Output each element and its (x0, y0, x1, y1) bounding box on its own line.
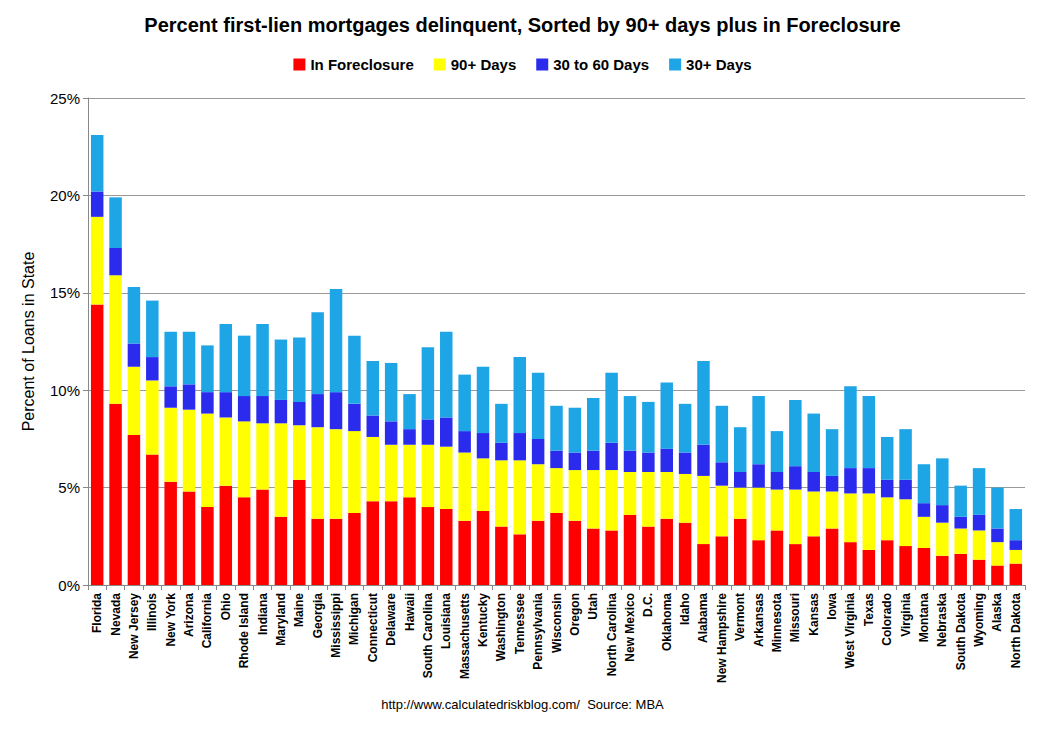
svg-text:Florida: Florida (90, 593, 104, 633)
svg-text:Arkansas: Arkansas (752, 593, 766, 647)
svg-text:Connecticut: Connecticut (366, 593, 380, 662)
svg-text:Michigan: Michigan (347, 593, 361, 645)
svg-text:Ohio: Ohio (219, 593, 233, 620)
svg-text:5%: 5% (58, 479, 80, 496)
svg-text:Virginia: Virginia (899, 593, 913, 637)
svg-text:Colorado: Colorado (880, 593, 894, 646)
svg-text:Rhode Island: Rhode Island (237, 593, 251, 668)
svg-text:Louisiana: Louisiana (439, 593, 453, 649)
svg-text:25%: 25% (50, 90, 80, 107)
svg-text:Washington: Washington (494, 593, 508, 661)
svg-text:Pennsylvania: Pennsylvania (531, 593, 545, 670)
svg-text:Arizona: Arizona (182, 593, 196, 637)
svg-text:New Mexico: New Mexico (623, 593, 637, 662)
svg-text:Alaska: Alaska (990, 593, 1004, 632)
svg-text:http://www.calculatedriskblog.: http://www.calculatedriskblog.com/ Sourc… (381, 697, 664, 712)
svg-text:Nebraska: Nebraska (935, 593, 949, 647)
svg-text:Oklahoma: Oklahoma (660, 593, 674, 651)
svg-text:North Dakota: North Dakota (1009, 593, 1023, 669)
svg-text:Wyoming: Wyoming (972, 593, 986, 647)
svg-text:Tennessee: Tennessee (513, 593, 527, 654)
svg-text:Montana: Montana (917, 593, 931, 643)
svg-text:30+ Days: 30+ Days (686, 56, 751, 73)
svg-text:Minnesota: Minnesota (770, 593, 784, 653)
svg-text:D.C.: D.C. (641, 593, 655, 617)
svg-text:Missouri: Missouri (788, 593, 802, 642)
svg-text:Percent first-lien mortgages d: Percent first-lien mortgages delinquent,… (144, 14, 900, 36)
svg-text:West Virginia: West Virginia (843, 593, 857, 669)
svg-text:Alabama: Alabama (696, 593, 710, 643)
svg-text:Maryland: Maryland (274, 593, 288, 646)
svg-text:Kansas: Kansas (807, 593, 821, 636)
svg-text:California: California (200, 593, 214, 649)
svg-text:New Hampshire: New Hampshire (715, 593, 729, 683)
svg-text:Maine: Maine (292, 593, 306, 627)
svg-text:Utah: Utah (586, 593, 600, 620)
svg-text:10%: 10% (50, 382, 80, 399)
svg-text:Iowa: Iowa (825, 593, 839, 620)
svg-text:Nevada: Nevada (109, 593, 123, 636)
svg-text:New York: New York (164, 593, 178, 647)
svg-text:Hawaii: Hawaii (403, 593, 417, 631)
svg-text:Percent of Loans in State: Percent of Loans in State (20, 252, 37, 432)
svg-text:Massachusetts: Massachusetts (458, 593, 472, 679)
svg-text:90+ Days: 90+ Days (451, 56, 516, 73)
svg-text:Vermont: Vermont (733, 593, 747, 641)
svg-text:Indiana: Indiana (256, 593, 270, 635)
svg-text:New Jersey: New Jersey (127, 593, 141, 659)
svg-text:Illinois: Illinois (145, 593, 159, 631)
svg-text:30 to 60 Days: 30 to 60 Days (553, 56, 649, 73)
svg-text:Texas: Texas (862, 593, 876, 626)
svg-text:0%: 0% (58, 577, 80, 594)
svg-text:15%: 15% (50, 284, 80, 301)
svg-text:Oregon: Oregon (568, 593, 582, 636)
svg-text:Wisconsin: Wisconsin (550, 593, 564, 653)
svg-text:20%: 20% (50, 187, 80, 204)
svg-text:North Carolina: North Carolina (605, 593, 619, 677)
svg-text:South Dakota: South Dakota (954, 593, 968, 671)
svg-text:Mississippi: Mississippi (329, 593, 343, 658)
svg-text:Georgia: Georgia (311, 593, 325, 639)
svg-text:Delaware: Delaware (384, 593, 398, 646)
svg-text:In Foreclosure: In Foreclosure (310, 56, 413, 73)
svg-text:Idaho: Idaho (678, 593, 692, 625)
svg-text:Kentucky: Kentucky (476, 593, 490, 647)
svg-text:South Carolina: South Carolina (421, 593, 435, 679)
